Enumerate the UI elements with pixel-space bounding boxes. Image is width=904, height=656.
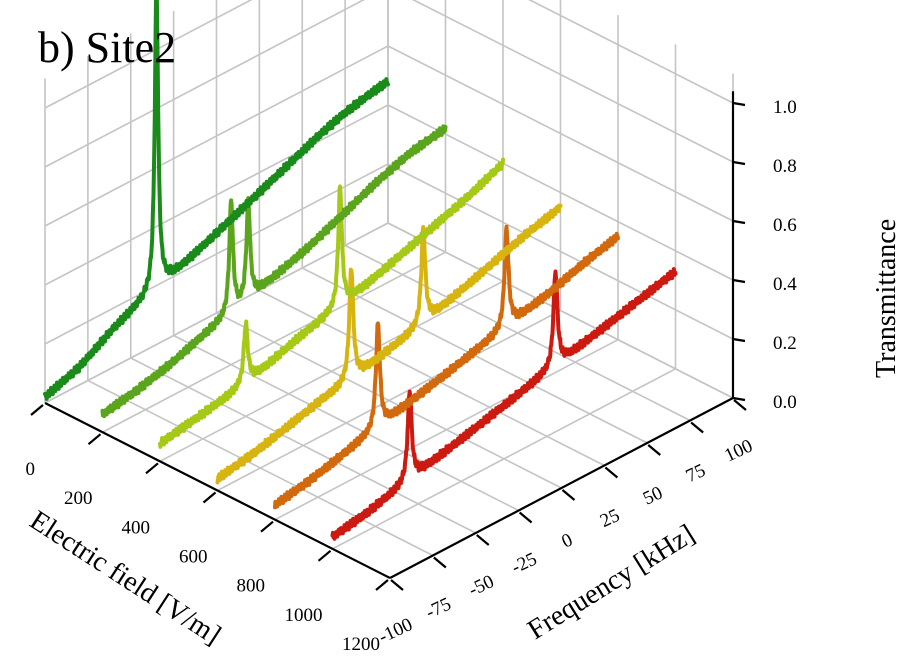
y-tick-mark: [433, 556, 447, 569]
y-tick-mark: [390, 579, 404, 591]
traces: [43, 0, 678, 541]
floor-gridline: [216, 312, 562, 489]
z-axis-label: Transmittance: [871, 219, 902, 378]
y-axis-label: Frequency [kHz]: [522, 519, 700, 646]
trace-line: [330, 267, 678, 541]
y-tick-label: 25: [597, 505, 623, 532]
z-tick-label: 0.0: [773, 392, 797, 413]
x-tick-label: 1000: [285, 605, 323, 626]
y-tick-label: -100: [375, 614, 415, 648]
x-tick-mark: [87, 433, 102, 446]
trace-line: [43, 0, 390, 401]
axes: 0 200 400 600 800 1000 1200-100 -75 -50 -25 0 25 50 7…: [26, 91, 797, 655]
y-tick-group: -25: [508, 549, 540, 579]
y-tick-group: -50: [466, 571, 498, 601]
y-tick-group: 0: [558, 529, 575, 552]
y-tick-group: 100: [721, 435, 756, 466]
y-tick-label: 75: [683, 460, 709, 487]
x-tick-label: 1200: [342, 634, 380, 655]
y-tick-mark: [518, 511, 533, 524]
y-tick-label: 0: [558, 529, 575, 552]
x-tick-mark: [375, 579, 389, 591]
left-wall-gridline: [44, 163, 389, 345]
x-tick-label: 800: [237, 576, 266, 597]
y-tick-mark: [604, 466, 619, 479]
z-tick-label: 0.4: [773, 274, 797, 295]
y-tick-group: 75: [683, 460, 709, 487]
right-wall-gridline: [387, 222, 734, 399]
y-tick-group: 25: [597, 505, 623, 532]
y-tick-label: -50: [466, 571, 498, 601]
x-tick-label: 600: [179, 547, 208, 568]
left-wall-gridline: [44, 0, 253, 109]
x-tick-mark: [260, 520, 274, 533]
right-wall-gridline: [387, 163, 734, 340]
x-axis-line: [44, 402, 391, 579]
x-tick-label: 0: [26, 459, 36, 480]
right-wall-gridline: [387, 104, 734, 281]
z-tick-mark: [732, 278, 746, 284]
chart-title: b) Site2: [38, 23, 176, 72]
x-tick-mark: [145, 462, 159, 475]
trace-line: [215, 203, 563, 485]
y-tick-mark: [690, 421, 704, 434]
x-tick-mark: [317, 549, 332, 562]
x-tick-mark: [30, 404, 44, 416]
left-wall-gridline: [44, 222, 389, 404]
trace-line: [273, 224, 620, 510]
z-tick-label: 0.2: [773, 333, 797, 354]
y-tick-mark: [647, 444, 661, 456]
z-tick-label: 1.0: [773, 97, 797, 118]
y-tick-label: 50: [640, 482, 666, 509]
left-wall-gridline: [44, 0, 365, 168]
z-tick-label: 0.8: [773, 156, 797, 177]
y-tick-label: -75: [423, 594, 455, 624]
y-tick-mark: [561, 489, 576, 501]
trace-line: [100, 124, 448, 419]
right-wall-gridline: [387, 45, 734, 222]
z-tick-label: 0.6: [773, 215, 797, 236]
floor-gridline: [87, 379, 434, 557]
x-tick-label: 400: [122, 517, 151, 538]
y-axis-line: [389, 397, 734, 579]
floor-gridline: [344, 244, 691, 422]
z-tick-mark: [732, 396, 746, 402]
x-tick-label: 200: [64, 488, 93, 509]
left-wall-gridline: [44, 104, 389, 286]
z-tick-mark: [732, 219, 746, 225]
left-wall-gridline: [44, 45, 389, 227]
y-tick-mark: [476, 534, 490, 546]
y-tick-group: -100: [375, 614, 415, 648]
floor-gridline: [173, 334, 519, 512]
trace-line: [158, 157, 505, 449]
z-tick-mark: [732, 160, 746, 166]
z-tick-mark: [732, 337, 746, 343]
floor-gridline: [130, 357, 477, 534]
x-tick-mark: [202, 491, 217, 504]
y-tick-label: -25: [508, 549, 540, 579]
y-tick-label: 100: [721, 435, 756, 466]
right-wall-gridline: [411, 0, 734, 163]
y-tick-group: -75: [423, 594, 455, 624]
right-wall-gridline: [528, 0, 734, 104]
z-tick-mark: [732, 101, 746, 107]
y-tick-mark: [733, 399, 747, 411]
y-tick-group: 50: [640, 482, 666, 509]
